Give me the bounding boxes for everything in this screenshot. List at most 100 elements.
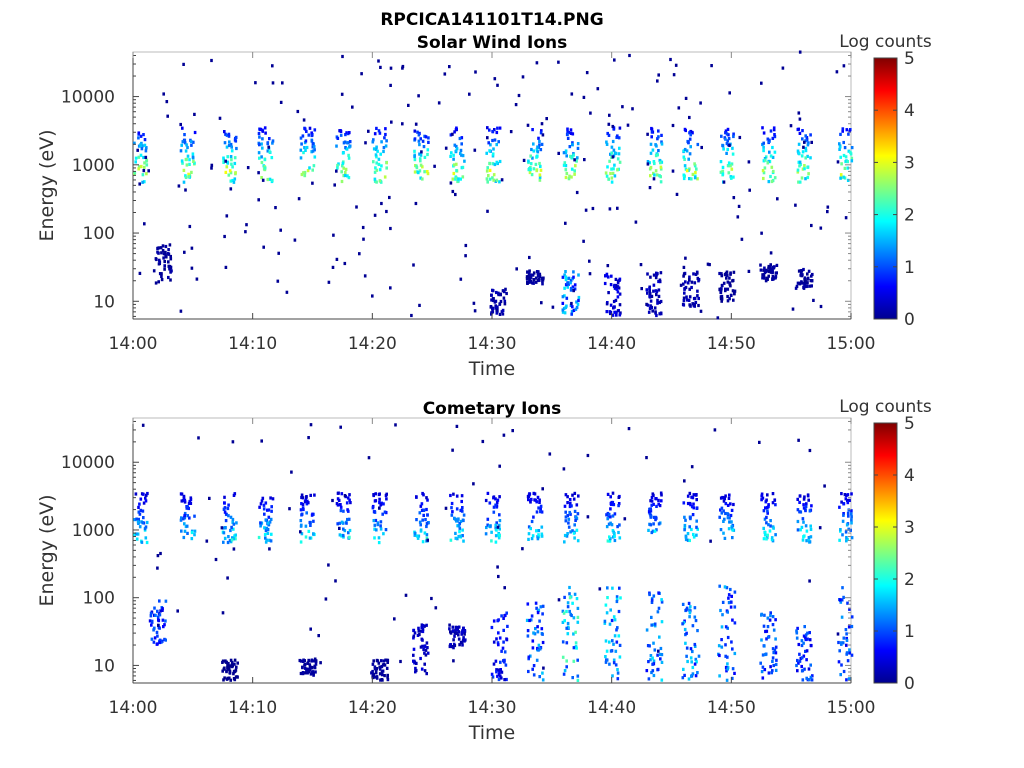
heatmap-cell <box>228 538 232 543</box>
heatmap-cell <box>693 281 697 285</box>
heatmap-cell <box>341 164 344 168</box>
heatmap-cell <box>653 648 657 652</box>
heatmap-cell <box>801 137 804 141</box>
heatmap-cell <box>650 499 654 503</box>
heatmap-cell <box>461 629 464 633</box>
heatmap-cell <box>800 639 804 643</box>
heatmap-cell <box>732 175 735 179</box>
heatmap-cell <box>505 637 508 641</box>
x-tick-label: 14:10 <box>228 334 277 354</box>
heatmap-cell <box>608 207 612 211</box>
heatmap-cell <box>452 646 455 650</box>
heatmap-cell <box>568 174 571 178</box>
heatmap-cell <box>769 251 773 255</box>
heatmap-cell <box>796 658 799 663</box>
heatmap-cell <box>845 493 848 497</box>
heatmap-cell <box>413 158 417 162</box>
heatmap-cell <box>650 503 653 507</box>
heatmap-cell <box>766 616 770 620</box>
heatmap-cell <box>235 146 238 151</box>
heatmap-cell <box>421 624 425 628</box>
heatmap-cell <box>798 117 802 121</box>
heatmap-cell <box>802 145 805 149</box>
heatmap-cell <box>309 493 312 497</box>
heatmap-cell <box>490 298 493 302</box>
heatmap-cell <box>313 664 316 668</box>
heatmap-cell <box>143 143 147 147</box>
heatmap-cell <box>371 140 375 144</box>
heatmap-cell <box>457 637 461 641</box>
colorbar-gradient <box>873 57 898 320</box>
heatmap-cell <box>760 670 764 674</box>
heatmap-cell <box>134 160 137 164</box>
heatmap-cell <box>415 164 418 168</box>
heatmap-cell <box>485 525 488 530</box>
heatmap-cell <box>425 522 429 526</box>
heatmap-cell <box>770 537 774 542</box>
heatmap-cell <box>606 165 609 169</box>
heatmap-cell <box>719 170 723 174</box>
heatmap-cell <box>535 270 539 274</box>
heatmap-cell <box>812 298 815 302</box>
heatmap-cell <box>689 647 693 651</box>
heatmap-cell <box>803 625 806 629</box>
heatmap-cell <box>730 176 733 180</box>
heatmap-cell <box>569 512 572 516</box>
heatmap-cell <box>419 528 423 532</box>
heatmap-cell <box>609 521 612 525</box>
heatmap-cell <box>725 586 729 590</box>
heatmap-cell <box>307 529 311 533</box>
heatmap-cell <box>333 183 336 187</box>
heatmap-cell <box>233 161 237 166</box>
heatmap-cell <box>497 536 501 540</box>
heatmap-cell <box>849 152 853 156</box>
heatmap-cell <box>846 160 849 164</box>
heatmap-cell <box>720 506 724 510</box>
heatmap-cell <box>169 257 173 261</box>
heatmap-cell <box>683 523 687 528</box>
heatmap-cell <box>572 270 575 274</box>
heatmap-cell <box>170 269 173 273</box>
heatmap-cell <box>611 313 615 317</box>
heatmap-cell <box>766 493 769 497</box>
heatmap-cell <box>135 537 139 541</box>
heatmap-cell <box>613 286 617 290</box>
heatmap-cell <box>688 491 692 495</box>
heatmap-cell <box>819 304 823 309</box>
heatmap-cell <box>694 619 698 623</box>
heatmap-cell <box>457 524 461 528</box>
heatmap-cell <box>767 265 771 269</box>
heatmap-cell <box>145 163 149 167</box>
heatmap-cell <box>566 127 569 131</box>
heatmap-cell <box>615 595 619 599</box>
heatmap-cell <box>302 118 306 122</box>
heatmap-cell <box>656 298 659 302</box>
heatmap-cell <box>157 618 160 622</box>
heatmap-cell <box>729 502 732 506</box>
heatmap-cell <box>187 172 190 176</box>
heatmap-cell <box>843 493 847 497</box>
heatmap-cell <box>650 495 654 500</box>
heatmap-cell <box>457 534 460 539</box>
heatmap-cell <box>689 605 692 609</box>
heatmap-cell <box>382 149 385 154</box>
heatmap-cell <box>530 614 534 618</box>
heatmap-cell <box>806 154 809 158</box>
heatmap-cell <box>548 452 552 456</box>
heatmap-cell <box>304 535 308 539</box>
heatmap-cell <box>618 278 621 282</box>
heatmap-cell <box>372 147 376 151</box>
heatmap-cell <box>336 503 340 507</box>
heatmap-cell <box>222 156 225 160</box>
heatmap-cell <box>540 510 544 514</box>
heatmap-cell <box>386 673 389 677</box>
heatmap-cell <box>374 518 378 523</box>
heatmap-cell <box>789 124 793 128</box>
heatmap-cell <box>530 537 534 541</box>
heatmap-cell <box>145 159 148 163</box>
heatmap-cell <box>185 157 188 162</box>
heatmap-cell <box>266 521 270 525</box>
heatmap-cell <box>802 285 805 289</box>
heatmap-cell <box>586 453 590 458</box>
heatmap-cell <box>234 533 237 537</box>
